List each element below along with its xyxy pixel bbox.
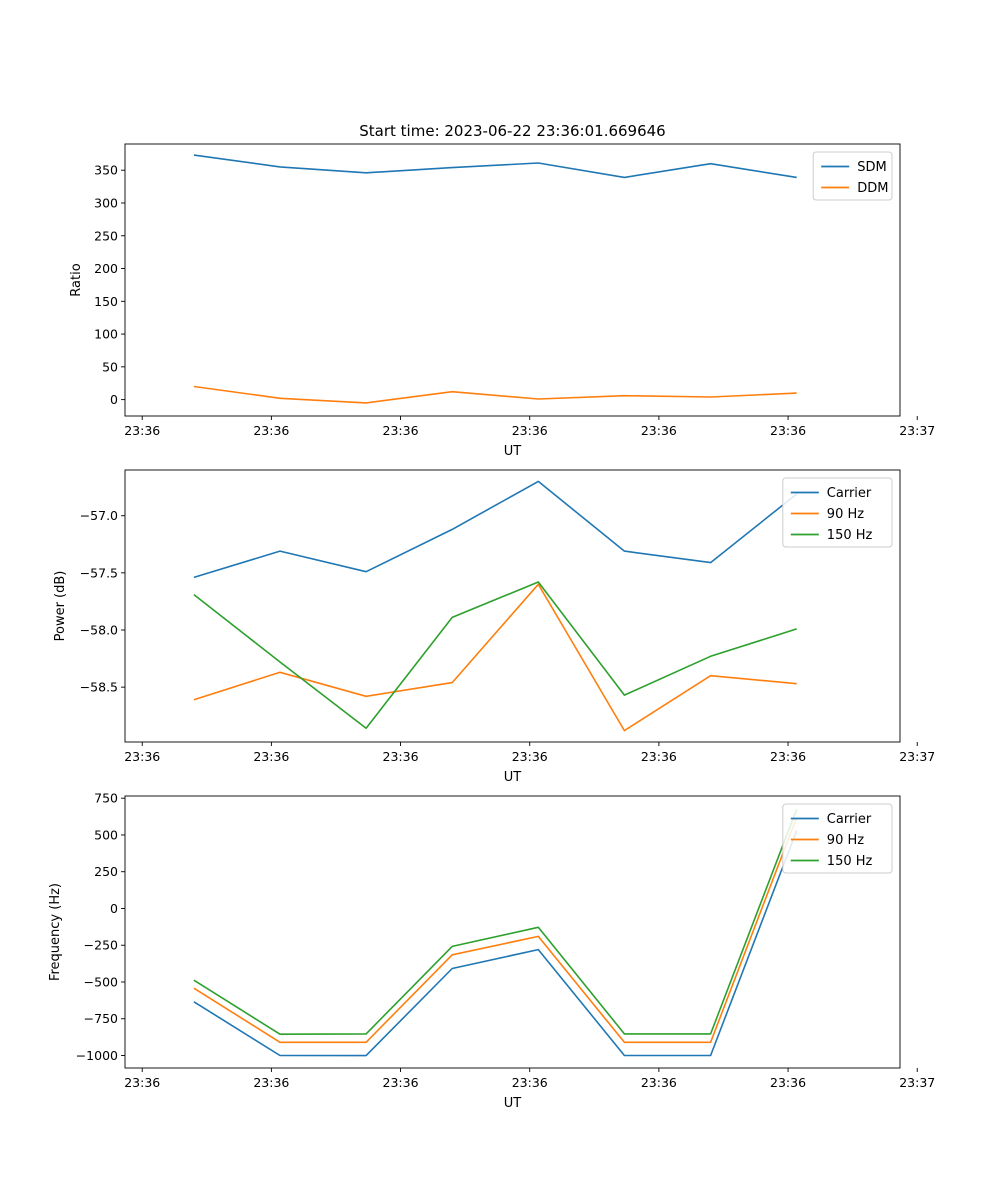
series-line-sdm [193, 154, 797, 179]
x-tick-label: 23:36 [124, 423, 160, 438]
x-tick-label: 23:36 [253, 1075, 289, 1090]
legend-box [782, 477, 893, 548]
series-line-ddm [193, 385, 797, 404]
x-tick-label: 23:36 [770, 749, 806, 764]
y-tick-label: −250 [84, 938, 118, 953]
x-tick-label: 23:36 [770, 1075, 806, 1090]
x-tick-label: 23:36 [770, 423, 806, 438]
y-tick-label: −57.0 [80, 508, 118, 523]
y-tick-label: 350 [94, 163, 118, 178]
series-line-carrier [193, 480, 798, 579]
legend-label: SDM [857, 160, 886, 175]
x-tick-label: 23:36 [641, 1075, 677, 1090]
y-tick-label: −58.0 [80, 623, 118, 638]
x-axis-label: UT [504, 770, 522, 785]
x-tick-label: 23:37 [899, 423, 935, 438]
y-axis-label: Power (dB) [53, 571, 68, 642]
legend-label: 90 Hz [827, 507, 864, 522]
y-tick-label: 0 [110, 392, 118, 407]
legend-label: DDM [857, 181, 888, 196]
x-tick-label: 23:36 [383, 423, 419, 438]
series-line-carrier [193, 830, 798, 1057]
plot-frame [124, 469, 901, 743]
legend-box [782, 803, 893, 874]
chart-title: Start time: 2023-06-22 23:36:01.669646 [359, 122, 665, 140]
x-tick-label: 23:36 [383, 1075, 419, 1090]
x-tick-label: 23:36 [383, 749, 419, 764]
y-tick-label: −750 [84, 1011, 118, 1026]
y-tick-label: 50 [102, 359, 118, 374]
y-tick-label: 250 [94, 864, 118, 879]
plot-frame [124, 143, 901, 417]
y-tick-label: 500 [94, 827, 118, 842]
x-tick-label: 23:36 [124, 749, 160, 764]
legend-label: 90 Hz [827, 833, 864, 848]
legend-label: Carrier [827, 486, 872, 501]
series-line-150-hz [193, 808, 798, 1035]
x-tick-label: 23:36 [641, 749, 677, 764]
series-line-90-hz [193, 583, 797, 732]
x-tick-label: 23:36 [253, 423, 289, 438]
y-tick-label: 100 [94, 327, 118, 342]
chart-panel-2: 23:36 23:36 23:36 23:36 23:36 23:36 23:37 −58.5… [53, 469, 935, 785]
x-tick-label: 23:36 [124, 1075, 160, 1090]
y-tick-label: 200 [94, 261, 118, 276]
y-tick-label: 150 [94, 294, 118, 309]
chart-panel-1: Start time: 2023-06-22 23:36:01.669646 23… [69, 122, 935, 459]
y-tick-label: −500 [84, 974, 118, 989]
legend-label: 150 Hz [827, 854, 873, 869]
y-tick-label: −1000 [76, 1048, 118, 1063]
x-tick-label: 23:36 [253, 749, 289, 764]
y-axis-label: Ratio [69, 263, 84, 296]
legend: Carrier 90 Hz 150 Hz [782, 477, 893, 548]
series-line-150-hz [193, 581, 797, 730]
x-tick-label: 23:36 [512, 1075, 548, 1090]
legend-label: Carrier [827, 812, 872, 827]
x-tick-label: 23:36 [512, 749, 548, 764]
series-line-90-hz [193, 817, 798, 1044]
y-tick-label: 750 [94, 791, 118, 806]
x-tick-label: 23:36 [641, 423, 677, 438]
y-tick-label: −57.5 [80, 565, 118, 580]
chart-panel-3: 23:36 23:36 23:36 23:36 23:36 23:36 23:37 −1000… [48, 791, 935, 1111]
plot-frame [124, 795, 901, 1069]
x-tick-label: 23:37 [899, 1075, 935, 1090]
legend: Carrier 90 Hz 150 Hz [782, 803, 893, 874]
x-tick-label: 23:36 [512, 423, 548, 438]
y-tick-label: 300 [94, 195, 118, 210]
legend-label: 150 Hz [827, 528, 873, 543]
y-tick-label: −58.5 [80, 680, 118, 695]
x-axis-label: UT [504, 1096, 522, 1111]
y-tick-label: 0 [110, 901, 118, 916]
legend: SDM DDM [812, 151, 893, 201]
y-axis-label: Frequency (Hz) [48, 883, 63, 981]
x-tick-label: 23:37 [899, 749, 935, 764]
y-tick-label: 250 [94, 228, 118, 243]
x-axis-label: UT [504, 444, 522, 459]
